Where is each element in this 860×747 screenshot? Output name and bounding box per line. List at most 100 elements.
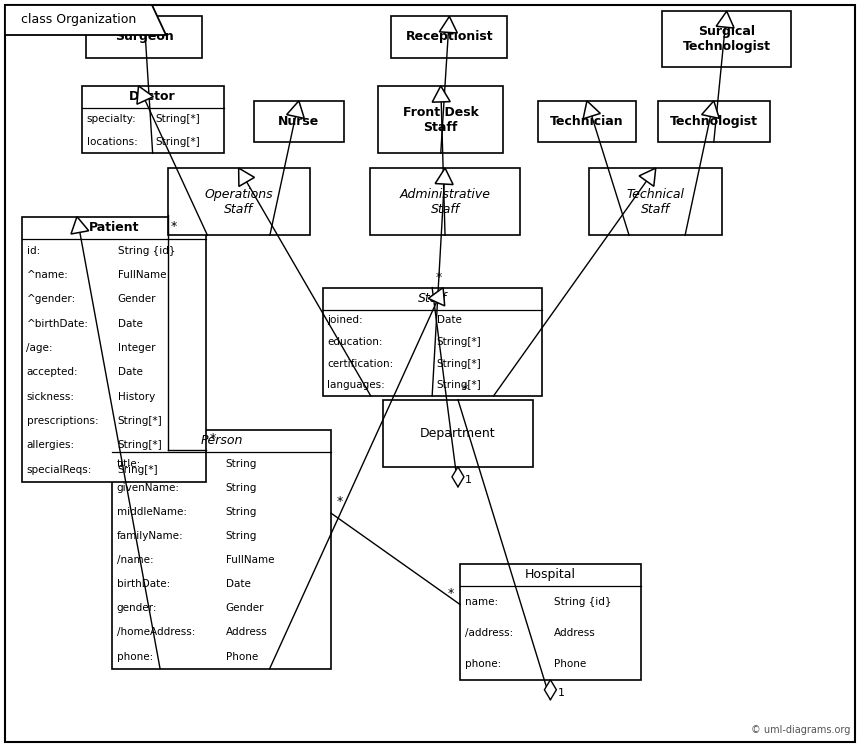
Text: Front Desk
Staff: Front Desk Staff: [402, 105, 479, 134]
Bar: [538, 101, 636, 142]
Text: specialReqs:: specialReqs:: [27, 465, 92, 474]
Text: *: *: [436, 270, 442, 284]
Bar: [383, 400, 533, 467]
Polygon shape: [716, 11, 734, 28]
Bar: [86, 16, 202, 58]
Text: name:: name:: [465, 597, 498, 607]
Text: String[*]: String[*]: [156, 114, 200, 124]
Text: FullName: FullName: [118, 270, 166, 280]
Text: *: *: [448, 586, 454, 600]
Polygon shape: [5, 5, 166, 35]
Text: © uml-diagrams.org: © uml-diagrams.org: [751, 725, 850, 735]
Text: /homeAddress:: /homeAddress:: [117, 627, 195, 637]
Text: familyName:: familyName:: [117, 531, 183, 541]
Text: Staff: Staff: [418, 292, 446, 305]
Text: String: String: [226, 506, 257, 517]
Text: History: History: [118, 391, 155, 402]
Text: Administrative
Staff: Administrative Staff: [400, 187, 490, 216]
Text: 1: 1: [465, 475, 472, 485]
Text: String[*]: String[*]: [437, 337, 482, 347]
Bar: [460, 564, 641, 680]
Text: Operations
Staff: Operations Staff: [205, 187, 273, 216]
Text: phone:: phone:: [117, 651, 153, 662]
Text: middleName:: middleName:: [117, 506, 187, 517]
Text: certification:: certification:: [328, 359, 394, 368]
Text: String: String: [226, 483, 257, 493]
Text: Date: Date: [118, 319, 143, 329]
Text: *: *: [462, 382, 468, 396]
Text: Phone: Phone: [554, 659, 587, 669]
Text: id:: id:: [27, 246, 40, 255]
Text: class Organization: class Organization: [21, 13, 136, 26]
Text: allergies:: allergies:: [27, 440, 75, 450]
Text: Hospital: Hospital: [525, 568, 576, 581]
Polygon shape: [544, 680, 556, 700]
Text: education:: education:: [328, 337, 383, 347]
Bar: [112, 430, 331, 669]
Text: Surgical
Technologist: Surgical Technologist: [683, 25, 771, 53]
Text: title:: title:: [117, 459, 141, 468]
Text: /address:: /address:: [465, 628, 513, 638]
Text: String {id}: String {id}: [118, 246, 175, 255]
Text: Date: Date: [226, 579, 251, 589]
Text: Technical
Staff: Technical Staff: [627, 187, 685, 216]
Text: locations:: locations:: [87, 137, 138, 147]
Text: specialty:: specialty:: [87, 114, 137, 124]
Text: String: String: [226, 531, 257, 541]
Bar: [662, 11, 791, 67]
Text: birthDate:: birthDate:: [117, 579, 170, 589]
Bar: [378, 86, 503, 153]
Polygon shape: [71, 217, 89, 234]
Polygon shape: [136, 16, 154, 33]
Text: ^birthDate:: ^birthDate:: [27, 319, 89, 329]
Bar: [322, 288, 542, 396]
Bar: [82, 86, 224, 153]
Polygon shape: [583, 101, 600, 119]
Text: String[*]: String[*]: [156, 137, 200, 147]
Text: FullName: FullName: [226, 555, 274, 565]
Text: languages:: languages:: [328, 380, 385, 390]
Text: gender:: gender:: [117, 604, 157, 613]
Text: Phone: Phone: [226, 651, 258, 662]
Polygon shape: [428, 288, 445, 306]
Polygon shape: [702, 101, 719, 118]
Text: String[*]: String[*]: [118, 416, 163, 426]
Text: Doctor: Doctor: [129, 90, 176, 103]
Polygon shape: [286, 101, 304, 118]
Text: Technician: Technician: [550, 115, 624, 128]
Text: Sring[*]: Sring[*]: [118, 465, 158, 474]
Text: Date: Date: [118, 368, 143, 377]
Text: joined:: joined:: [328, 315, 363, 326]
Text: givenName:: givenName:: [117, 483, 180, 493]
Text: Nurse: Nurse: [279, 115, 319, 128]
Text: String[*]: String[*]: [437, 359, 482, 368]
Text: Technologist: Technologist: [670, 115, 758, 128]
Text: Receptionist: Receptionist: [406, 31, 493, 43]
Text: /name:: /name:: [117, 555, 153, 565]
Polygon shape: [452, 467, 464, 487]
Polygon shape: [239, 168, 255, 187]
Bar: [370, 168, 520, 235]
Bar: [391, 16, 507, 58]
Bar: [254, 101, 344, 142]
Polygon shape: [435, 168, 453, 185]
Text: prescriptions:: prescriptions:: [27, 416, 98, 426]
Text: String[*]: String[*]: [118, 440, 163, 450]
Text: sickness:: sickness:: [27, 391, 75, 402]
Text: String[*]: String[*]: [437, 380, 482, 390]
Text: Person: Person: [200, 434, 243, 447]
Bar: [22, 217, 206, 482]
Bar: [168, 168, 310, 235]
Text: phone:: phone:: [465, 659, 501, 669]
Text: ^gender:: ^gender:: [27, 294, 76, 305]
Polygon shape: [639, 168, 655, 186]
Text: String {id}: String {id}: [554, 597, 611, 607]
Text: Date: Date: [437, 315, 462, 326]
Text: *: *: [337, 495, 343, 508]
Text: /age:: /age:: [27, 343, 53, 353]
Text: *: *: [170, 220, 177, 233]
Text: *: *: [209, 432, 216, 445]
Text: Address: Address: [226, 627, 267, 637]
Text: Integer: Integer: [118, 343, 155, 353]
Polygon shape: [433, 86, 450, 102]
